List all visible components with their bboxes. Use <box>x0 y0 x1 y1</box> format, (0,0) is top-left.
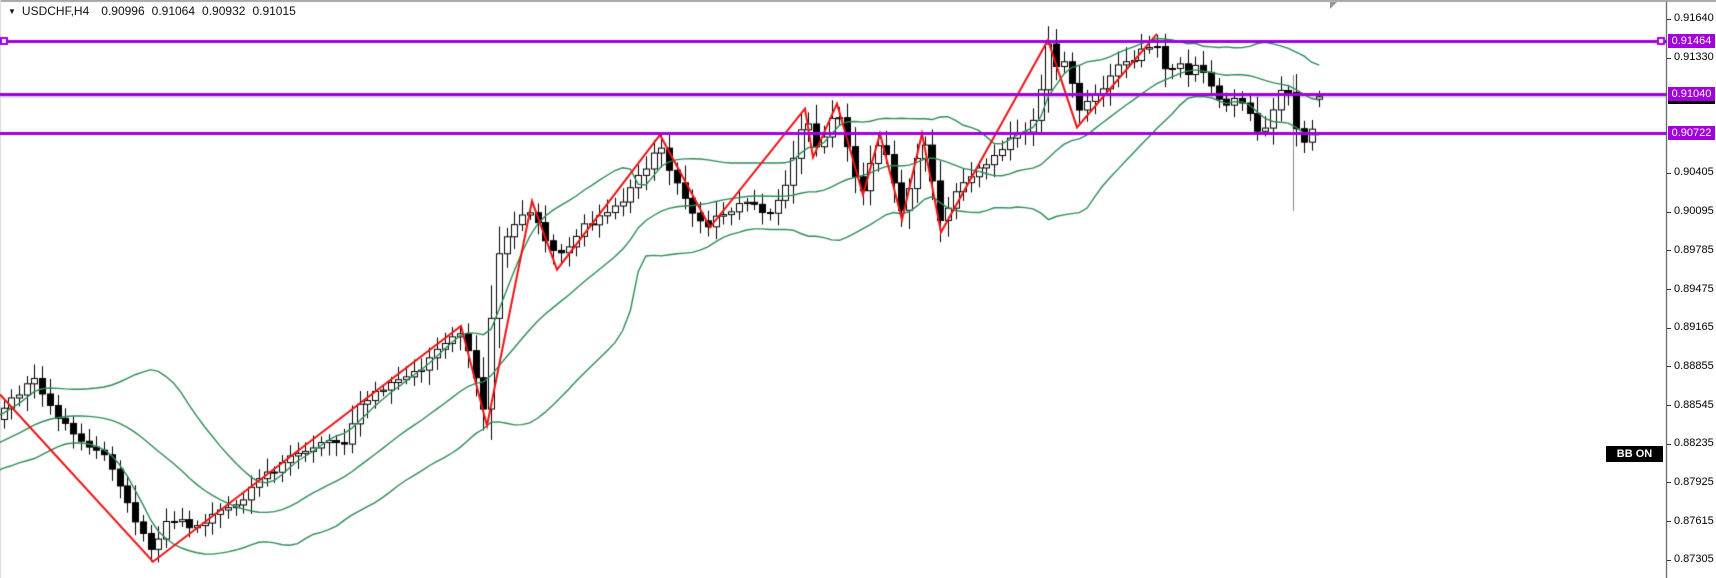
ohlc-low: 0.90932 <box>202 4 246 18</box>
axis-tick-mark <box>1667 405 1671 406</box>
axis-tick-mark <box>1667 482 1671 483</box>
axis-tick-label: 0.87305 <box>1674 553 1714 565</box>
axis-tick-mark <box>1667 521 1671 522</box>
axis-tick-mark <box>1667 560 1671 561</box>
axis-tick-mark <box>1667 444 1671 445</box>
hline-price-tag-0.91464[interactable]: 0.91464 <box>1668 34 1715 48</box>
axis-tick-mark <box>1667 328 1671 329</box>
axis-tick-label: 0.89165 <box>1674 321 1714 333</box>
axis-tick-mark <box>1667 212 1671 213</box>
axis-tick-label: 0.87615 <box>1674 515 1714 527</box>
axis-tick-label: 0.90405 <box>1674 166 1714 178</box>
chart-shift-marker-icon <box>1330 2 1337 9</box>
axis-tick-label: 0.88545 <box>1674 399 1714 411</box>
axis-tick-mark <box>1667 58 1671 59</box>
axis-tick-mark <box>1667 19 1671 20</box>
axis-tick-mark <box>1667 366 1671 367</box>
ohlc-high: 0.91064 <box>151 4 196 18</box>
hline-price-tag-0.91040[interactable]: 0.91040 <box>1668 87 1715 101</box>
axis-tick-label: 0.91330 <box>1674 51 1714 63</box>
axis-tick-label: 0.88855 <box>1674 360 1714 372</box>
bb-toggle-button[interactable]: BB ON <box>1606 446 1663 462</box>
symbol-dropdown-icon[interactable]: ▼ <box>8 6 16 16</box>
axis-tick-label: 0.89785 <box>1674 244 1714 256</box>
axis-tick-mark <box>1667 289 1671 290</box>
axis-tick-label: 0.87925 <box>1674 476 1714 488</box>
symbol-timeframe-label: USDCHF,H4 <box>21 4 90 18</box>
chart-title: ▼ USDCHF,H4 0.90996 0.91064 0.90932 0.91… <box>8 4 303 18</box>
axis-tick-label: 0.88235 <box>1674 437 1714 449</box>
hline-price-tag-0.90722[interactable]: 0.90722 <box>1668 126 1715 140</box>
price-axis[interactable]: 0.91640 0.91330 0.90405 0.90095 0.89785 0.894… <box>1666 0 1716 578</box>
ohlc-close: 0.91015 <box>252 4 296 18</box>
axis-tick-mark <box>1667 173 1671 174</box>
ohlc-open: 0.90996 <box>101 4 145 18</box>
axis-tick-label: 0.91640 <box>1674 12 1714 24</box>
axis-tick-label: 0.89475 <box>1674 283 1714 295</box>
axis-tick-mark <box>1667 250 1671 251</box>
axis-tick-label: 0.90095 <box>1674 205 1714 217</box>
